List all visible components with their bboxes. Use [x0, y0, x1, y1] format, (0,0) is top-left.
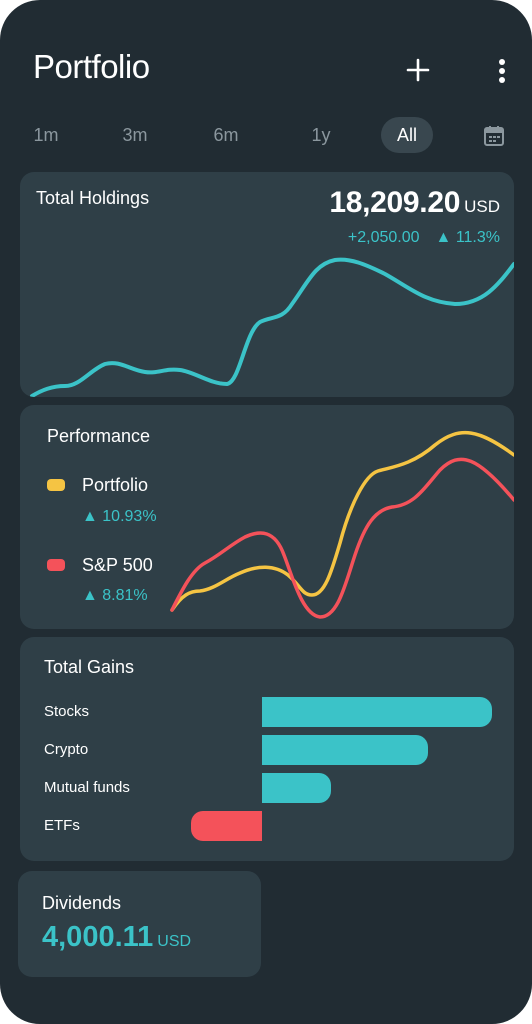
tab-3m[interactable]: 3m	[122, 125, 148, 145]
gain-bar	[190, 811, 262, 841]
gain-label: Stocks	[44, 703, 90, 720]
gain-bar	[262, 697, 492, 727]
gain-label: ETFs	[44, 817, 80, 834]
sp500-legend-swatch	[47, 559, 65, 571]
calendar-button[interactable]	[482, 124, 506, 148]
holdings-line	[30, 257, 514, 397]
gain-label: Crypto	[44, 741, 89, 758]
dividends-amount: 4,000.11	[42, 921, 154, 953]
holdings-value: 18,209.20 USD	[329, 186, 500, 220]
portfolio-line	[170, 430, 514, 612]
calendar-icon	[484, 126, 504, 146]
gain-label: Mutual funds	[44, 779, 130, 796]
tab-6m[interactable]: 6m	[213, 125, 239, 145]
holdings-amount: 18,209.20	[329, 186, 461, 219]
page-title: Portfolio	[33, 48, 150, 85]
dividends-title: Dividends	[42, 893, 122, 913]
gain-bar	[262, 773, 331, 803]
sp500-change: ▲ 8.81%	[82, 587, 148, 604]
plus-icon	[406, 58, 430, 82]
dividends-card[interactable]: Dividends 4,000.11 USD	[18, 871, 261, 977]
portfolio-change: ▲ 10.93%	[82, 508, 157, 525]
tab-1m[interactable]: 1m	[33, 125, 59, 145]
holdings-change-percent: ▲ 11.3%	[435, 229, 500, 246]
performance-title: Performance	[47, 426, 151, 446]
more-vertical-icon	[499, 59, 505, 83]
tab-all[interactable]: All	[381, 117, 433, 153]
gains-title: Total Gains	[44, 657, 135, 677]
add-button[interactable]	[404, 56, 432, 84]
gain-bar	[262, 735, 428, 765]
total-gains-card[interactable]: Total Gains Stocks Crypto Mutual funds ETFs	[20, 637, 514, 861]
holdings-change: +2,050.00 ▲ 11.3%	[348, 229, 500, 247]
more-menu-button[interactable]	[490, 57, 514, 85]
holdings-currency: USD	[464, 197, 500, 216]
portfolio-legend-swatch	[47, 479, 65, 491]
total-holdings-card[interactable]: Total Holdings 18,209.20 USD +2,050.00 ▲ 1…	[20, 172, 514, 397]
portfolio-legend-label: Portfolio	[82, 475, 149, 495]
holdings-change-absolute: +2,050.00	[347, 229, 420, 246]
holdings-title: Total Holdings	[36, 188, 150, 208]
sp500-line	[170, 457, 514, 619]
holdings-line-chart	[30, 257, 514, 397]
tab-1y[interactable]: 1y	[311, 125, 331, 145]
time-range-tabs: 1m 3m 6m 1y All	[0, 117, 532, 155]
performance-line-chart	[170, 430, 514, 619]
dividends-currency: USD	[157, 933, 192, 950]
dividends-value: 4,000.11 USD	[42, 921, 191, 954]
sp500-legend-label: S&P 500	[82, 555, 153, 575]
performance-card[interactable]: Performance Portfolio ▲ 10.93% S&P 500 ▲…	[20, 405, 514, 629]
